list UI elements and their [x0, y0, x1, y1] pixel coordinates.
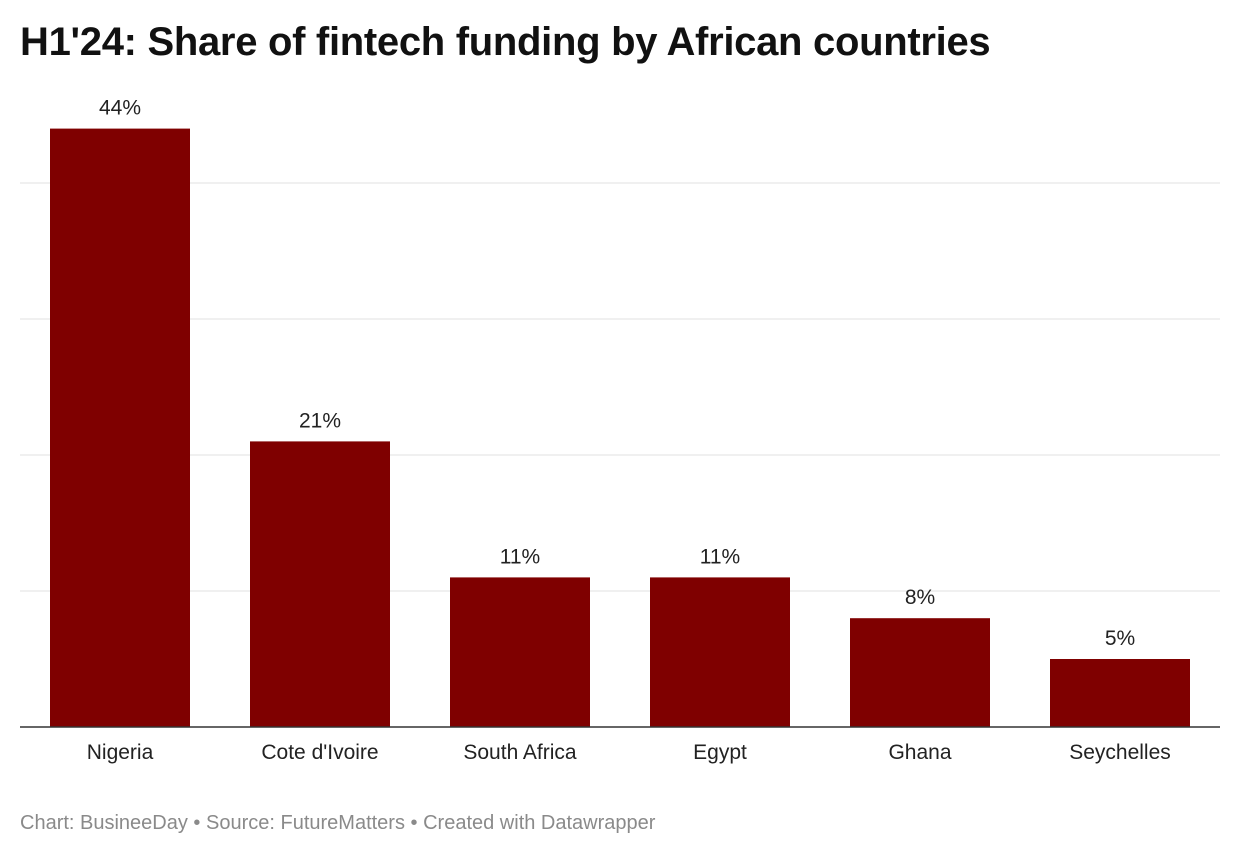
footer-separator: •: [187, 812, 206, 834]
bar: [50, 128, 190, 728]
data-label: 11%: [700, 545, 740, 568]
bar: [250, 441, 390, 727]
footer-separator: •: [404, 812, 424, 834]
x-tick-label: Egypt: [693, 741, 747, 764]
source-credit: Source: FutureMatters: [206, 812, 405, 834]
x-tick-label: Ghana: [888, 741, 951, 764]
x-tick-label: Nigeria: [87, 741, 154, 764]
data-label: 21%: [299, 409, 341, 432]
data-label: 11%: [500, 545, 540, 568]
data-label: 5%: [1105, 627, 1135, 650]
x-tick-label: Cote d'Ivoire: [261, 741, 378, 764]
x-tick-label: South Africa: [463, 741, 577, 764]
chart-footer: Chart: BusineeDay • Source: FutureMatter…: [20, 812, 655, 835]
x-tick-label: Seychelles: [1069, 741, 1171, 764]
bar-chart: 44% Nigeria 21% Cote d'Ivoire 11% South Afric…: [20, 97, 1220, 764]
data-label: 44%: [99, 97, 141, 120]
bar: [1050, 659, 1190, 727]
chart-credit: Chart: BusineeDay: [20, 812, 188, 834]
data-label: 8%: [905, 586, 935, 609]
chart-title: H1'24: Share of fintech funding by Afric…: [20, 20, 991, 64]
bar: [650, 577, 790, 727]
created-with: Created with Datawrapper: [423, 812, 656, 834]
bar: [450, 577, 590, 727]
bar: [850, 618, 990, 727]
